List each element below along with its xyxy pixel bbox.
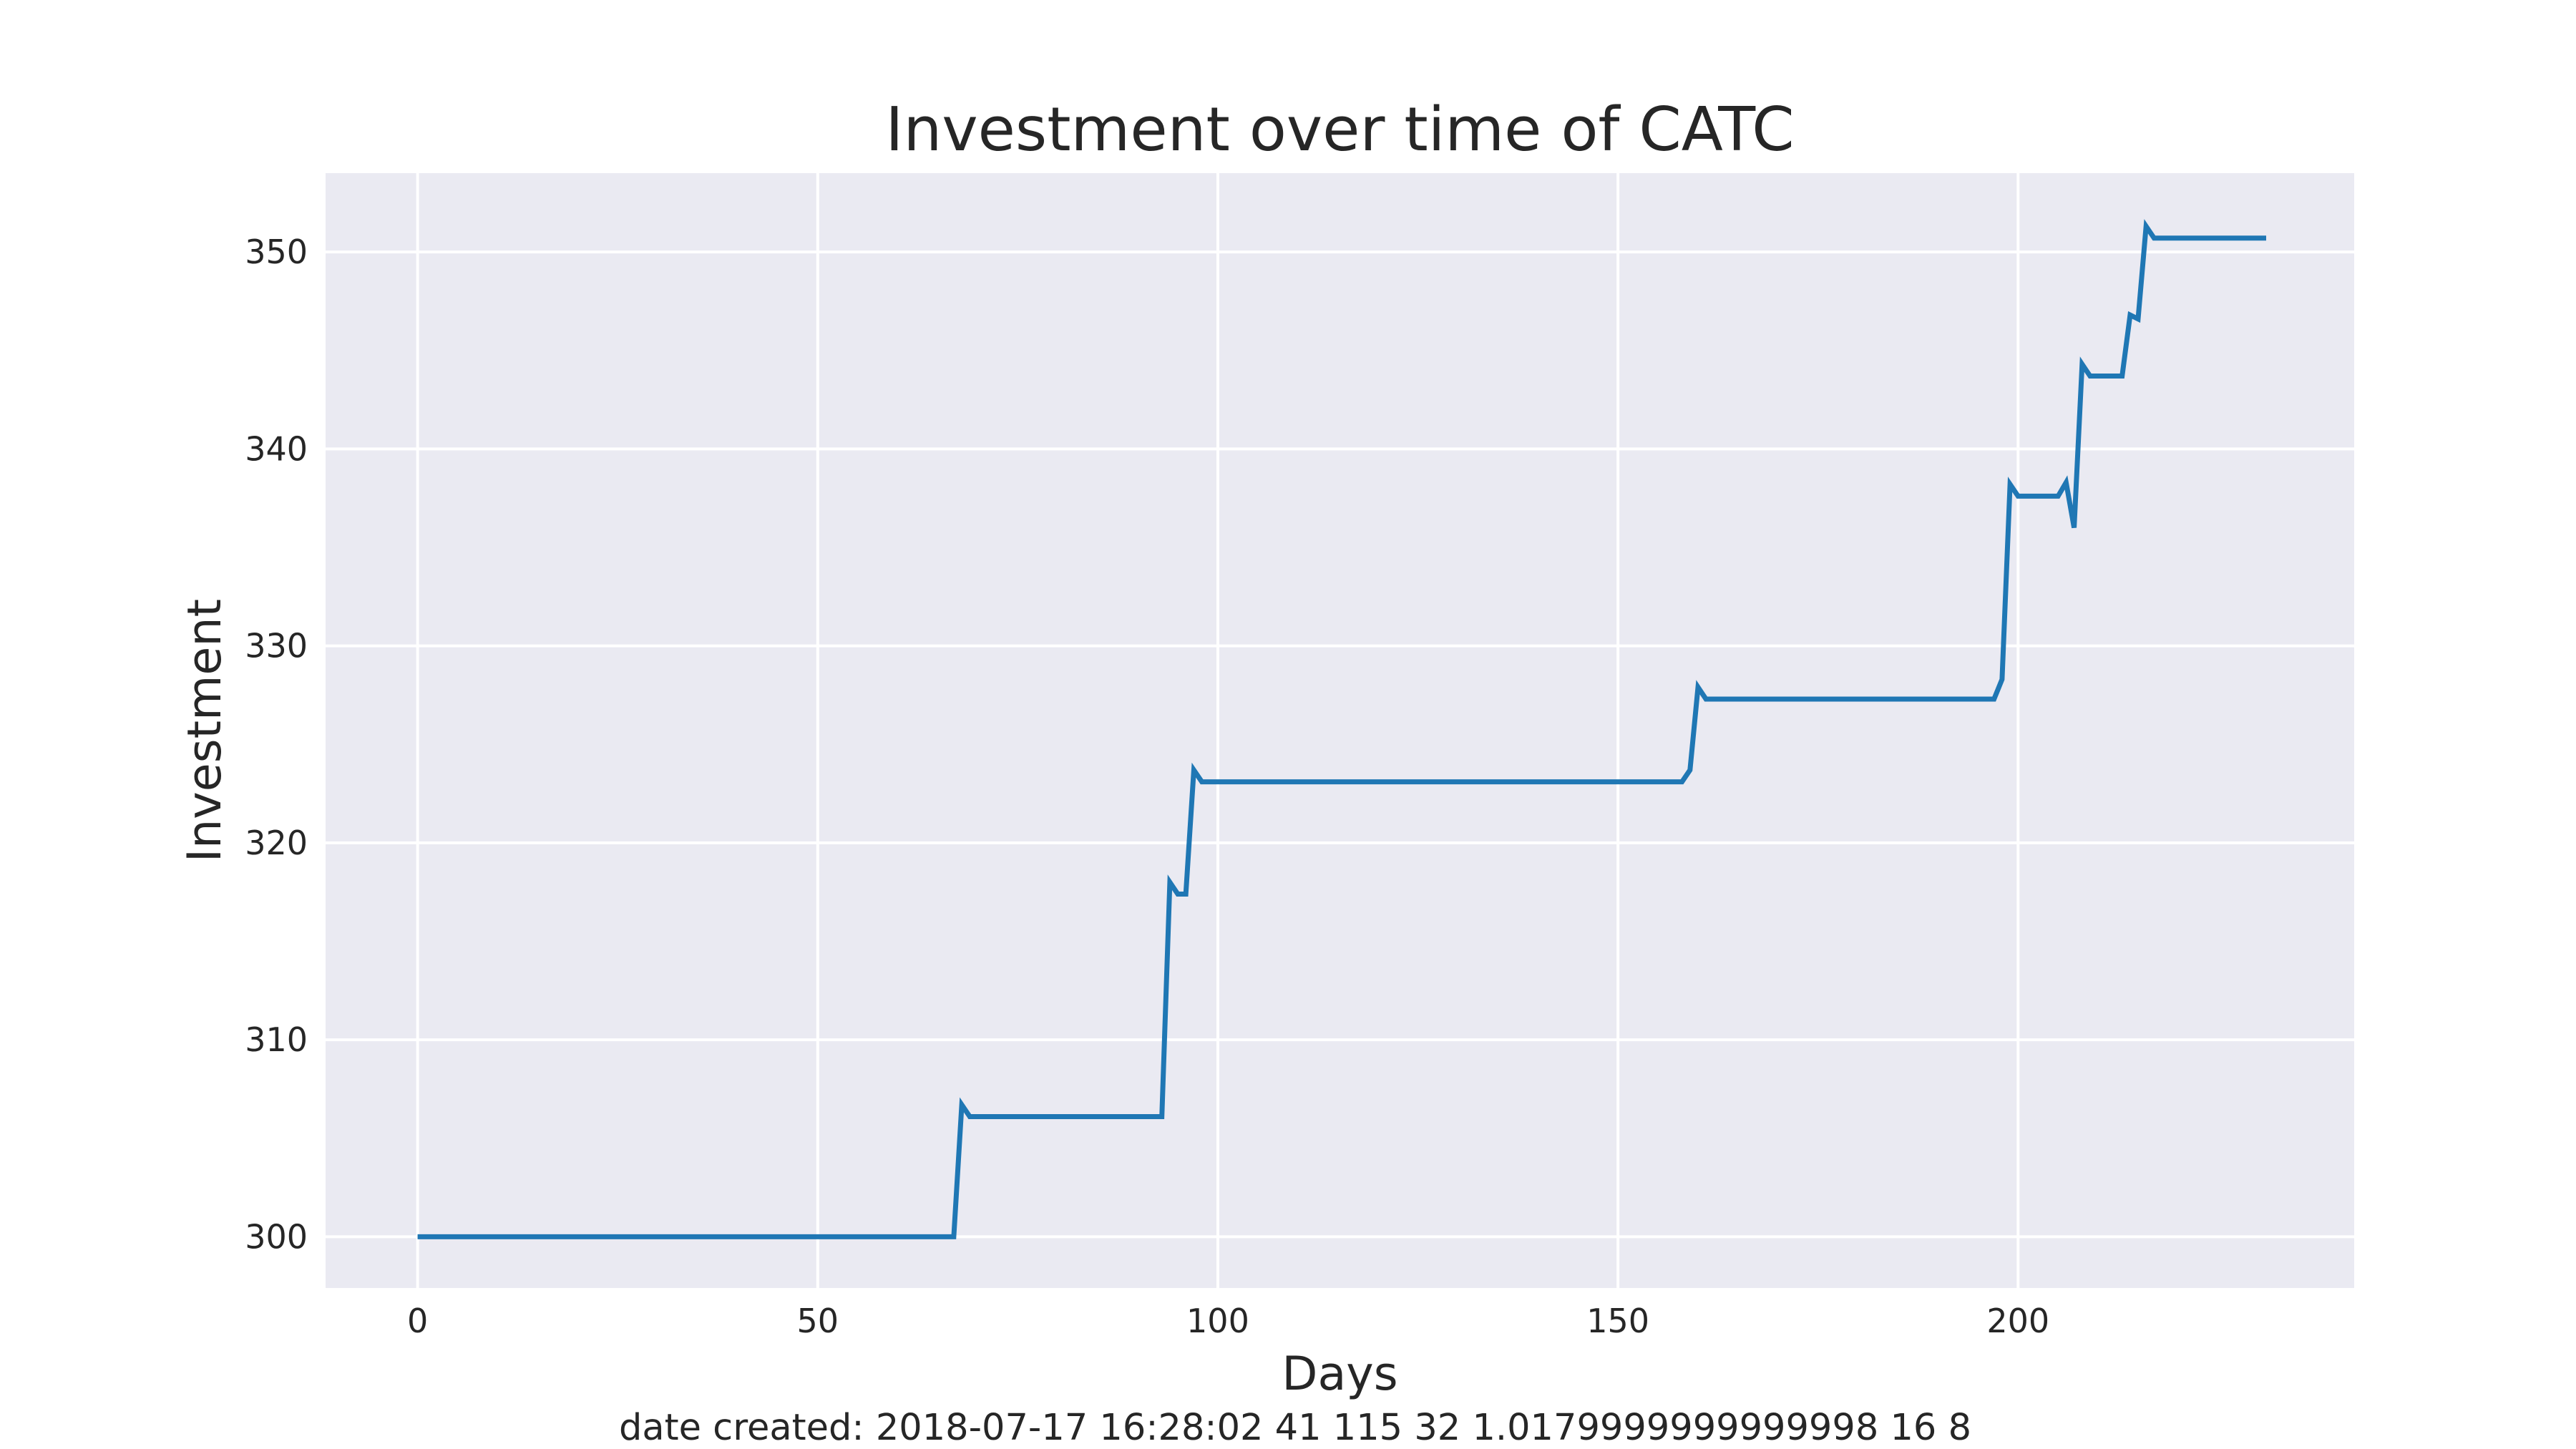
y-tick-label: 300 <box>245 1217 308 1256</box>
x-tick-label: 200 <box>1986 1302 2049 1340</box>
x-tick-label: 150 <box>1586 1302 1649 1340</box>
chart-title: Investment over time of CATC <box>885 94 1794 165</box>
y-tick-label: 350 <box>245 233 308 271</box>
x-tick-label: 100 <box>1186 1302 1249 1340</box>
y-tick-label: 340 <box>245 429 308 468</box>
x-tick-label: 50 <box>797 1302 839 1340</box>
y-tick-label: 330 <box>245 627 308 665</box>
plot-area <box>326 173 2354 1288</box>
series-layer <box>417 219 2266 1239</box>
x-axis-title: Days <box>1282 1347 1397 1401</box>
x-tick-label: 0 <box>407 1302 428 1340</box>
y-tick-label: 310 <box>245 1020 308 1059</box>
investment-series-line <box>417 219 2266 1239</box>
y-axis-title: Investment <box>178 599 232 862</box>
y-tick-label: 320 <box>245 824 308 862</box>
tick-labels: 0 50 100 150 200 300 310 320 330 340 350 <box>245 233 2049 1340</box>
date-created-footer: date created: 2018-07-17 16:28:02 41 115… <box>619 1407 1971 1449</box>
